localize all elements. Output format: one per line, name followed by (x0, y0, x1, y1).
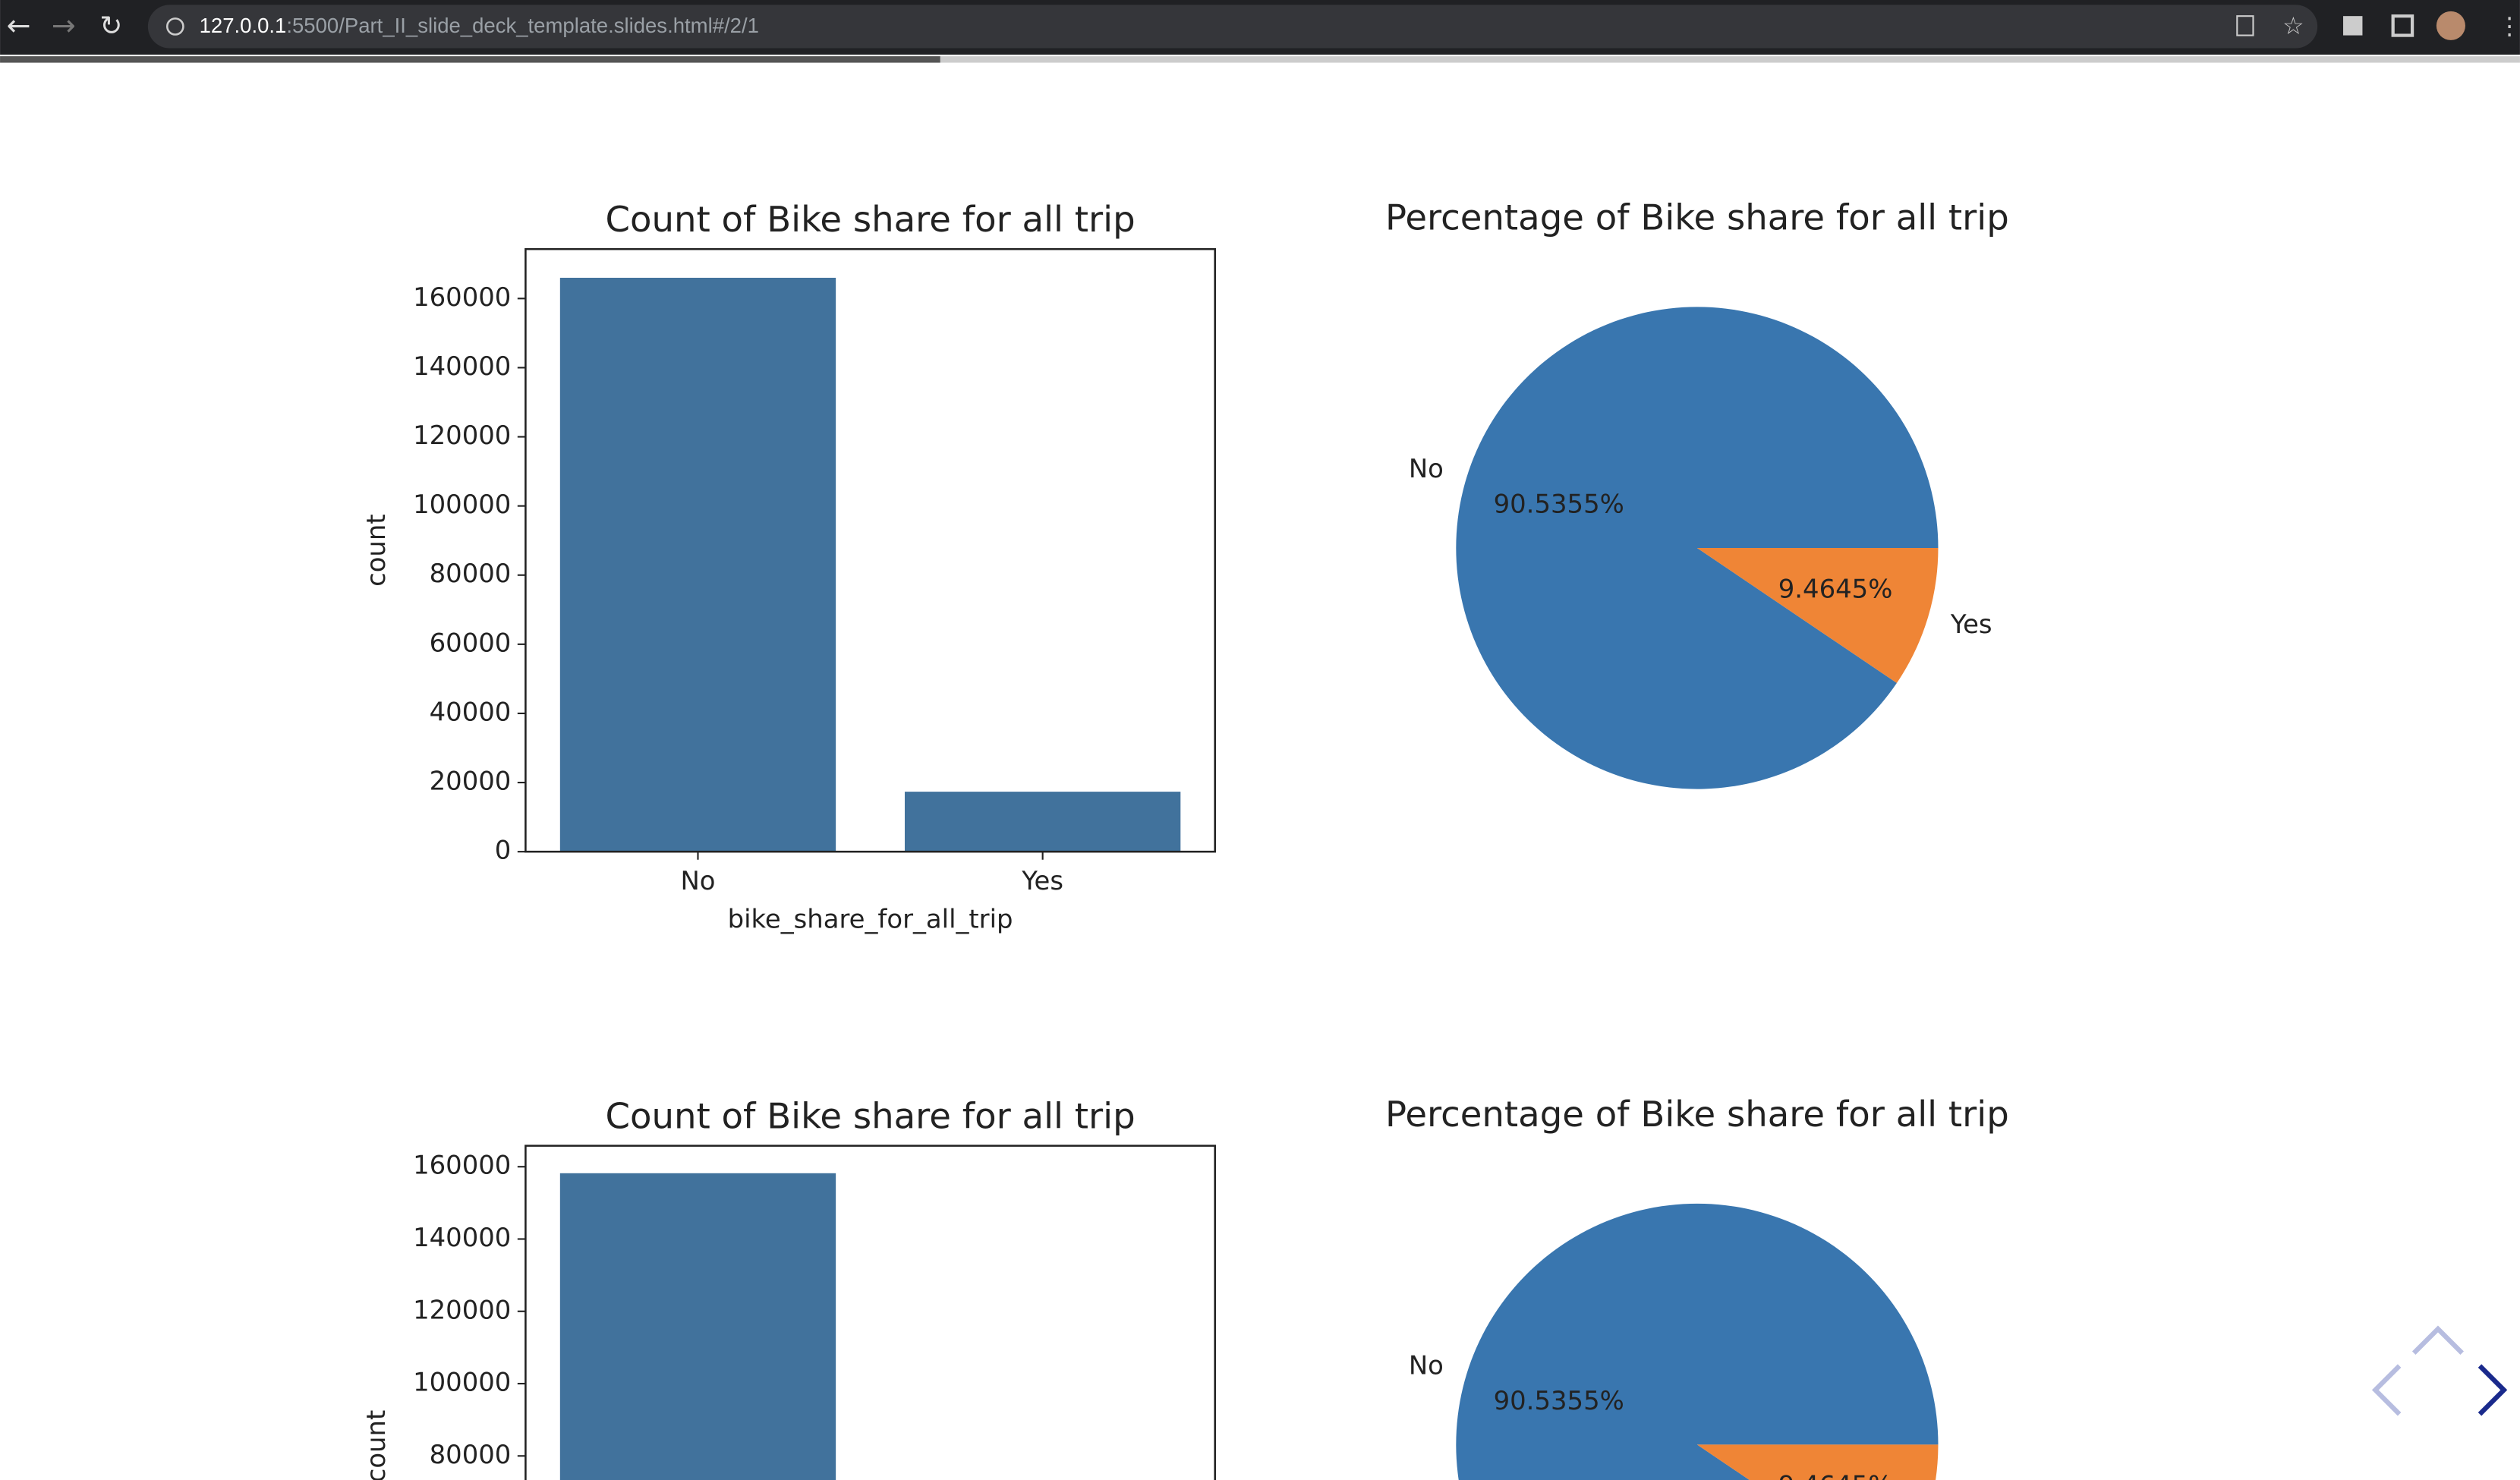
y-axis-label: count (361, 1410, 391, 1480)
x-tick-label: No (680, 866, 715, 896)
chart-title: Count of Bike share for all trip (605, 199, 1135, 240)
y-tick-label: 160000 (413, 1151, 511, 1180)
y-tick-label: 80000 (430, 1440, 512, 1469)
y-tick-label: 0 (495, 836, 512, 865)
url-host: 127.0.0.1 (200, 14, 287, 37)
address-bar[interactable] (147, 5, 2318, 49)
y-tick-label: 120000 (413, 420, 511, 450)
y-tick-label: 120000 (413, 1295, 511, 1324)
nav-right[interactable] (2477, 1364, 2508, 1416)
url-path: :5500/Part_II_slide_deck_template.slides… (286, 14, 759, 37)
nav-left[interactable] (2371, 1364, 2402, 1416)
side-panel-icon[interactable] (2391, 14, 2414, 37)
slice-label: No (1409, 454, 1444, 483)
chart-title: Percentage of Bike share for all trip (1385, 1094, 2009, 1135)
bar (559, 277, 836, 852)
bar (559, 1173, 836, 1480)
bookmark-icon[interactable]: ☆ (2282, 13, 2304, 40)
y-axis-label: count (361, 514, 391, 587)
axes-frame (524, 247, 1216, 853)
progress-bar (0, 56, 940, 63)
y-tick-label: 60000 (430, 628, 512, 657)
pie-slice (1696, 1444, 1939, 1480)
slice-label: Yes (1950, 609, 1992, 639)
chart-title: Percentage of Bike share for all trip (1385, 197, 2009, 238)
slide: Count of Bike share for all trip 0 20000 40… (361, 197, 2009, 1480)
site-info-icon[interactable] (165, 17, 184, 36)
nav-up[interactable] (2411, 1325, 2464, 1355)
forward-button[interactable]: → (52, 8, 76, 42)
progress-track (0, 56, 2520, 63)
slice-value-label: 9.4645% (1778, 1471, 1893, 1480)
y-tick-label: 40000 (430, 697, 512, 726)
y-tick-label: 100000 (413, 490, 511, 519)
pie-slice (1456, 1203, 1939, 1480)
url: 127.0.0.1:5500/Part_II_slide_deck_templa… (200, 14, 759, 37)
chart-title: Count of Bike share for all trip (605, 1095, 1135, 1136)
y-tick-label: 80000 (430, 559, 512, 588)
extensions-icon[interactable] (2343, 16, 2363, 36)
share-icon[interactable] (2236, 15, 2254, 36)
back-button[interactable]: ← (7, 8, 31, 42)
x-tick-label: Yes (1021, 866, 1063, 896)
pie-slice (1696, 547, 1939, 683)
slice-value-label: 90.5355% (1494, 1386, 1624, 1415)
y-tick-label: 160000 (413, 282, 511, 312)
y-tick-label: 20000 (430, 767, 512, 796)
y-tick-label: 140000 (413, 351, 511, 381)
slice-value-label: 9.4645% (1778, 574, 1893, 603)
x-axis-label: bike_share_for_all_trip (728, 905, 1013, 934)
axes-frame (524, 1145, 1216, 1480)
menu-icon[interactable]: ⋮ (2497, 13, 2520, 40)
reload-button[interactable]: ↻ (99, 11, 122, 42)
slice-value-label: 90.5355% (1494, 490, 1624, 519)
y-tick-label: 100000 (413, 1368, 511, 1397)
pie-slice (1456, 307, 1939, 789)
slice-label: No (1409, 1351, 1444, 1381)
bar (904, 792, 1181, 852)
y-tick-label: 140000 (413, 1223, 511, 1252)
profile-avatar[interactable] (2436, 11, 2465, 40)
